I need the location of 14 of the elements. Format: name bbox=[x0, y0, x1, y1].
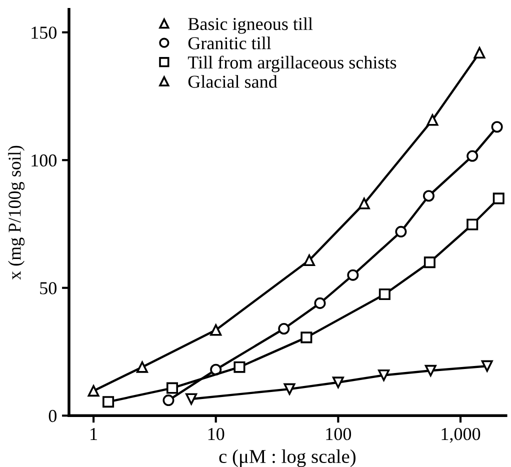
legend-label: Glacial sand bbox=[188, 75, 278, 88]
legend-label: Basic igneous till bbox=[188, 17, 313, 34]
legend-label: Till from argillaceous schists bbox=[188, 56, 396, 72]
x-tick-label: 1,000 bbox=[442, 428, 480, 443]
x-tick-label: 100 bbox=[326, 428, 352, 440]
y-tick-label: 50 bbox=[40, 282, 56, 294]
legend-label: Granitic till bbox=[188, 36, 272, 50]
y-tick-label: 0 bbox=[48, 410, 56, 422]
x-tick-label: 1 bbox=[90, 428, 97, 440]
y-tick-label: 150 bbox=[32, 26, 56, 39]
y-tick-label: 100 bbox=[32, 154, 56, 167]
x-axis-title: c (μM : log scale) bbox=[219, 449, 356, 467]
y-axis-title: x (mg P/100g soil) bbox=[8, 146, 25, 280]
x-tick-label: 10 bbox=[208, 428, 224, 440]
